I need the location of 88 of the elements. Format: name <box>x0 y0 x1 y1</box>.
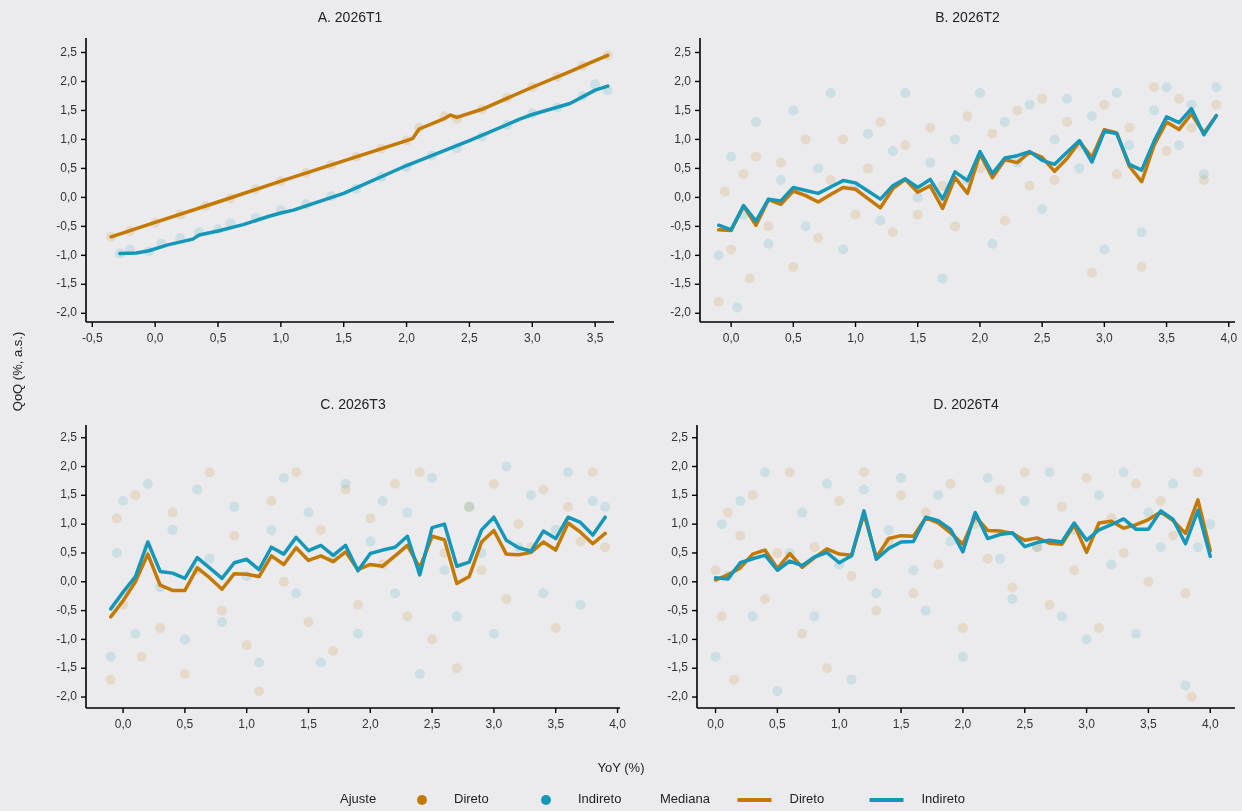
x-tick-label: 1,0 <box>847 331 865 345</box>
x-tick-label: 1,5 <box>300 717 318 731</box>
legend-label: Direto <box>454 791 489 807</box>
y-tick-label: 2,0 <box>60 73 78 88</box>
x-tick-label: 4,0 <box>609 717 627 731</box>
x-axis-title: YoY (%) <box>597 760 645 775</box>
y-tick-label: 1,0 <box>671 516 689 531</box>
x-tick-label: 0,0 <box>722 331 740 345</box>
y-tick-label: -0,5 <box>56 218 78 233</box>
y-tick-label: 2,5 <box>60 44 78 59</box>
x-tick-label: 0,0 <box>707 717 725 731</box>
y-tick-label: -0,5 <box>667 602 689 617</box>
y-tick-label: 2,5 <box>674 44 692 59</box>
y-axis-title: QoQ (%, a.s.) <box>10 331 25 412</box>
x-tick-label: 0,5 <box>209 331 227 345</box>
y-tick-label: -2,0 <box>56 305 78 320</box>
x-tick-label: 0,5 <box>784 331 802 345</box>
x-tick-label: 2,0 <box>954 717 972 731</box>
x-tick-label: 1,0 <box>830 717 848 731</box>
y-tick-label: 0,5 <box>60 160 78 175</box>
legend-label: Direto <box>789 791 825 807</box>
y-tick-label: -0,5 <box>56 602 78 617</box>
y-tick-label: 2,5 <box>671 429 689 444</box>
y-tick-label: 1,5 <box>60 487 78 502</box>
y-tick-label: 0,0 <box>674 189 692 204</box>
x-tick-label: 2,0 <box>361 717 379 731</box>
y-tick-label: -1,0 <box>56 631 78 646</box>
x-tick-label: 3,0 <box>1078 717 1096 731</box>
x-tick-label: 3,0 <box>523 331 541 345</box>
x-tick-label: 1,5 <box>335 331 353 345</box>
chart-title: C. 2026T3 <box>320 396 386 412</box>
x-tick-label: 0,0 <box>146 331 164 345</box>
x-tick-label: 2,5 <box>1033 331 1051 345</box>
x-tick-label: 1,0 <box>238 717 256 731</box>
x-tick-label: 0,0 <box>114 717 132 731</box>
legend-label: Indireto <box>921 791 965 807</box>
chart-title: D. 2026T4 <box>933 396 999 412</box>
y-tick-label: 1,5 <box>60 102 78 117</box>
legend-title: Mediana <box>660 791 711 807</box>
y-tick-label: -1,5 <box>56 276 78 291</box>
y-tick-label: 0,0 <box>671 573 689 588</box>
x-tick-label: 4,0 <box>1201 717 1219 731</box>
chart-title: A. 2026T1 <box>317 9 383 25</box>
x-tick-label: 2,0 <box>398 331 416 345</box>
y-tick-label: 1,5 <box>671 487 689 502</box>
x-tick-label: 3,5 <box>547 717 565 731</box>
x-tick-label: 3,5 <box>1140 717 1158 731</box>
x-tick-label: 2,5 <box>461 331 479 345</box>
y-tick-label: 0,5 <box>671 545 689 560</box>
x-tick-label: 2,5 <box>1016 717 1034 731</box>
legend-label: Indireto <box>578 791 622 807</box>
y-tick-label: 1,0 <box>60 131 78 146</box>
x-tick-label: 3,5 <box>1158 331 1176 345</box>
y-tick-label: 0,0 <box>60 573 78 588</box>
y-tick-label: 0,5 <box>60 545 78 560</box>
x-tick-label: 1,5 <box>892 717 910 731</box>
y-tick-label: 2,0 <box>674 73 692 88</box>
x-tick-label: 3,0 <box>1096 331 1114 345</box>
y-tick-label: -1,0 <box>670 247 692 262</box>
y-tick-label: -2,0 <box>56 689 78 704</box>
x-tick-label: -0,5 <box>81 331 103 345</box>
x-tick-label: 0,5 <box>769 717 787 731</box>
y-tick-label: 1,0 <box>60 516 78 531</box>
y-tick-label: 2,5 <box>60 429 78 444</box>
x-tick-label: 2,5 <box>423 717 441 731</box>
y-tick-label: -0,5 <box>670 218 692 233</box>
x-tick-label: 3,5 <box>586 331 604 345</box>
y-tick-label: 2,0 <box>671 458 689 473</box>
y-tick-label: 0,0 <box>60 189 78 204</box>
y-tick-label: -1,5 <box>56 660 78 675</box>
y-tick-label: -1,5 <box>667 660 689 675</box>
y-tick-label: -1,0 <box>667 631 689 646</box>
legend-title: Ajuste <box>340 791 377 807</box>
x-tick-label: 3,0 <box>485 717 503 731</box>
y-tick-label: 1,0 <box>674 131 692 146</box>
chart-title: B. 2026T2 <box>935 9 1001 25</box>
y-tick-label: -1,5 <box>670 276 692 291</box>
y-tick-label: 2,0 <box>60 458 78 473</box>
x-tick-label: 2,0 <box>971 331 989 345</box>
x-tick-label: 1,5 <box>909 331 927 345</box>
x-tick-label: 4,0 <box>1220 331 1238 345</box>
x-tick-label: 1,0 <box>272 331 290 345</box>
y-tick-label: 0,5 <box>674 160 692 175</box>
x-tick-label: 0,5 <box>176 717 194 731</box>
y-tick-label: 1,5 <box>674 102 692 117</box>
y-tick-label: -2,0 <box>670 305 692 320</box>
y-tick-label: -1,0 <box>56 247 78 262</box>
y-tick-label: -2,0 <box>667 689 689 704</box>
